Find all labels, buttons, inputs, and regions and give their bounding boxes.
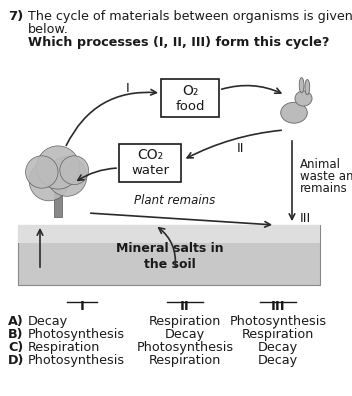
Text: Respiration: Respiration	[149, 315, 221, 328]
Ellipse shape	[60, 156, 89, 185]
Ellipse shape	[281, 102, 307, 123]
Bar	[18, 225, 320, 243]
Bar	[161, 79, 219, 117]
Text: Which processes (I, II, III) form this cycle?: Which processes (I, II, III) form this c…	[28, 36, 329, 49]
Text: Decay: Decay	[258, 354, 298, 367]
Text: Respiration: Respiration	[149, 354, 221, 367]
Text: Respiration: Respiration	[28, 341, 100, 354]
Ellipse shape	[29, 161, 69, 201]
Text: I: I	[126, 82, 130, 95]
Text: Photosynthesis: Photosynthesis	[230, 315, 327, 328]
Ellipse shape	[26, 156, 58, 188]
Text: B): B)	[8, 328, 24, 341]
Text: food: food	[175, 99, 205, 112]
Text: Photosynthesis: Photosynthesis	[28, 328, 125, 341]
Text: Decay: Decay	[165, 328, 205, 341]
Text: 7): 7)	[8, 10, 23, 23]
Text: III: III	[271, 300, 285, 313]
Text: remains: remains	[300, 182, 348, 195]
Text: O₂: O₂	[182, 84, 198, 98]
Text: III: III	[300, 212, 311, 225]
Ellipse shape	[47, 157, 87, 196]
Text: water: water	[131, 164, 169, 177]
Text: Photosynthesis: Photosynthesis	[28, 354, 125, 367]
Text: D): D)	[8, 354, 24, 367]
Text: CO₂: CO₂	[137, 148, 163, 162]
Bar	[55, 190, 62, 217]
Text: I: I	[80, 300, 84, 313]
Ellipse shape	[36, 146, 80, 189]
Text: The cycle of materials between organisms is given: The cycle of materials between organisms…	[28, 10, 352, 23]
Ellipse shape	[295, 91, 312, 106]
Text: II: II	[236, 141, 244, 154]
Text: Plant remains: Plant remains	[134, 194, 216, 207]
Text: Respiration: Respiration	[242, 328, 314, 341]
Text: below.: below.	[28, 23, 69, 36]
Ellipse shape	[299, 78, 304, 93]
Text: Photosynthesis: Photosynthesis	[137, 341, 234, 354]
Ellipse shape	[305, 80, 310, 95]
Text: Mineral salts in: Mineral salts in	[116, 242, 224, 255]
Text: A): A)	[8, 315, 24, 328]
Bar	[119, 144, 181, 182]
Text: Decay: Decay	[28, 315, 68, 328]
Text: II: II	[180, 300, 190, 313]
Text: the soil: the soil	[144, 257, 196, 270]
Bar	[18, 225, 320, 285]
Text: Decay: Decay	[258, 341, 298, 354]
Text: Animal: Animal	[300, 158, 341, 171]
Text: waste and: waste and	[300, 170, 352, 183]
Text: C): C)	[8, 341, 23, 354]
